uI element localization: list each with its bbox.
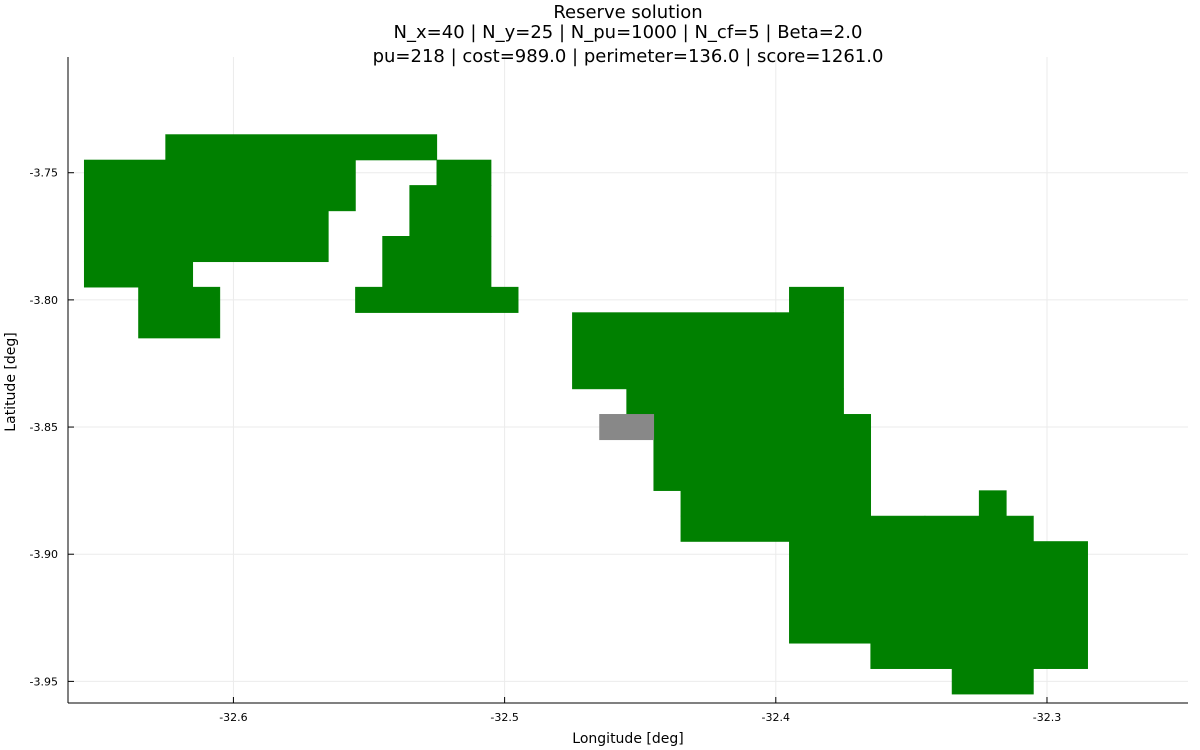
selected-planning-unit-22 (951, 541, 1088, 568)
selected-planning-unit-7 (355, 286, 492, 313)
selected-planning-unit-14 (680, 490, 872, 517)
selected-planning-unit-17 (789, 566, 1034, 644)
cells-layer (83, 134, 1088, 695)
selected-planning-unit-23 (1033, 566, 1088, 669)
selected-planning-unit-3 (409, 185, 492, 237)
selected-planning-unit-16 (789, 541, 953, 568)
selected-planning-unit-5 (382, 236, 492, 288)
selected-planning-unit-19 (951, 668, 1034, 695)
x-tick-label-2: -32.4 (762, 711, 790, 724)
x-tick-label-0: -32.6 (219, 711, 247, 724)
y-tick-label-2: -3.85 (30, 421, 58, 434)
chart-title-line-3: pu=218 | cost=989.0 | perimeter=136.0 | … (373, 46, 884, 67)
selected-planning-unit-0 (165, 134, 438, 161)
selected-planning-unit-4 (83, 210, 329, 263)
y-tick-label-3: -3.90 (30, 548, 58, 561)
chart-title-line-2: N_x=40 | N_y=25 | N_pu=1000 | N_cf=5 | B… (394, 22, 863, 43)
locked-planning-unit-0 (599, 414, 655, 441)
y-axis-label: Latitude [deg] (3, 332, 19, 431)
y-tick-label-4: -3.95 (30, 675, 58, 688)
selected-planning-unit-2 (83, 159, 356, 212)
selected-planning-unit-1 (436, 159, 492, 186)
selected-planning-unit-11 (572, 312, 844, 390)
chart-title-line-1: Reserve solution (553, 2, 702, 23)
selected-planning-unit-18 (870, 642, 1034, 669)
x-axis-label: Longitude [deg] (572, 731, 683, 747)
y-tick-label-0: -3.75 (30, 167, 58, 180)
y-tick-label-1: -3.80 (30, 294, 58, 307)
selected-planning-unit-13 (653, 414, 872, 491)
x-tick-label-1: -32.5 (490, 711, 518, 724)
x-tick-label-3: -32.3 (1033, 711, 1061, 724)
selected-planning-unit-12 (626, 388, 844, 415)
selected-planning-unit-6 (83, 261, 194, 288)
plot-area: -32.6 -32.5 -32.4 -32.3 -3.75 -3.80 -3.85 -3.90… (30, 57, 1188, 724)
selected-planning-unit-10 (789, 286, 844, 313)
selected-planning-unit-9 (138, 286, 221, 339)
selected-planning-unit-15 (680, 515, 926, 542)
selected-planning-unit-20 (978, 490, 1007, 517)
ticks-layer: -32.6 -32.5 -32.4 -32.3 -3.75 -3.80 -3.85 -3.90… (30, 167, 1062, 724)
selected-planning-unit-8 (490, 286, 519, 313)
selected-planning-unit-21 (924, 515, 1034, 542)
